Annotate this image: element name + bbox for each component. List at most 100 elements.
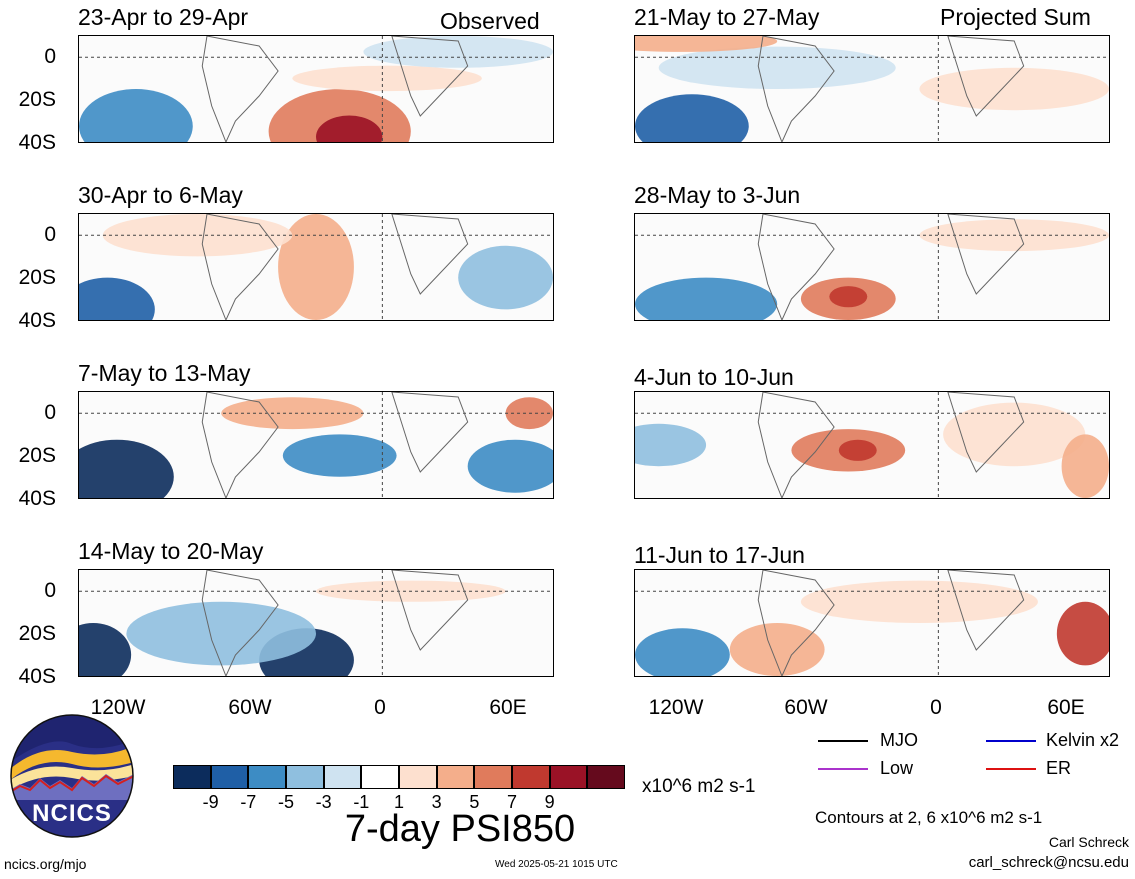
anomaly-shading [919,67,1109,111]
panel-right-4-title: 11-Jun to 17-Jun [634,542,805,568]
south-america-outline [201,214,279,320]
africa-outline [391,570,469,651]
colorbar-segment [436,765,475,789]
africa-outline [391,392,469,473]
x-tick-label: 60E [489,696,527,719]
author-email: carl_schreck@ncsu.edu [968,854,1129,871]
y-tick-label: 40S [18,665,56,688]
y-tick-label: 0 [44,223,56,246]
anomaly-shading [282,434,397,477]
colorbar-tick-label: 9 [544,792,555,812]
panel-left-2-title: 30-Apr to 6-May [78,182,243,208]
map-panel-right-1 [634,35,1110,143]
anomaly-shading [467,439,553,493]
map-panel-left-3 [78,391,554,499]
anomaly-shading [943,402,1086,467]
colorbar-tick-label: 5 [469,792,480,812]
colorbar [173,765,625,789]
y-tick-label: 40S [18,309,56,332]
colorbar-segment [361,765,399,789]
africa-outline [947,36,1025,117]
anomaly-shading [829,286,868,308]
contours-note: Contours at 2, 6 x10^6 m2 s-1 [815,808,1043,827]
panel-left-3-title: 7-May to 13-May [78,360,251,386]
colorbar-tick-label: 1 [393,792,404,812]
legend-kelvin: Kelvin x2 [1046,730,1120,750]
observed-label: Observed [440,8,540,34]
anomaly-shading [838,439,877,461]
south-america-outline [757,214,835,320]
colorbar-tick-label: -1 [353,792,370,812]
panel-right-2-title: 28-May to 3-Jun [634,182,801,208]
colorbar-units: x10^6 m2 s-1 [642,776,756,797]
colorbar-tick-label: -5 [277,792,294,812]
anomaly-shading [658,46,896,89]
x-tick-label: 0 [374,696,386,719]
x-tick-label: 60E [1047,696,1085,719]
anomaly-shading [458,245,553,310]
logo-text: NCICS [32,800,112,827]
panel-right-1-title: 21-May to 27-May [634,4,820,30]
anomaly-shading [79,623,132,676]
x-tick-label: 120W [90,696,146,719]
ncics-logo: NCICS [10,714,134,838]
colorbar-segment [323,765,362,789]
africa-outline [947,570,1025,651]
south-america-outline [201,36,279,142]
x-tick-label: 120W [648,696,704,719]
x-tick-label: 0 [930,696,942,719]
legend-er-line [986,768,1036,770]
anomaly-shading [635,277,778,320]
colorbar-segment [173,765,211,789]
anomaly-shading [1061,434,1109,498]
y-tick-label: 20S [18,444,56,467]
anomaly-shading [635,94,749,142]
colorbar-segment [512,765,550,789]
colorbar-segment [587,765,625,789]
y-tick-label: 0 [44,45,56,68]
y-tick-label: 0 [44,401,56,424]
map-panel-right-2 [634,213,1110,321]
south-america-outline [201,392,279,498]
map-panel-left-1 [78,35,554,143]
anomaly-shading [221,397,364,430]
anomaly-shading [635,628,730,676]
x-tick-label: 60W [228,696,272,719]
anomaly-shading [278,214,354,320]
south-america-outline [757,36,835,142]
map-panel-left-2 [78,213,554,321]
timestamp: Wed 2025-05-21 1015 UTC [495,859,618,870]
map-panel-left-4 [78,569,554,677]
legend-er: ER [1046,758,1072,778]
colorbar-segment [474,765,512,789]
anomaly-shading [79,277,155,320]
anomaly-shading [1056,601,1109,666]
panel-left-1-title: 23-Apr to 29-Apr [78,4,249,30]
y-tick-label: 40S [18,487,56,510]
south-america-outline [757,392,835,498]
africa-outline [947,214,1025,295]
legend-low: Low [880,758,914,778]
africa-outline [391,36,469,117]
anomaly-shading [126,601,316,666]
map-panel-right-3 [634,391,1110,499]
colorbar-segment [549,765,588,789]
anomaly-shading [316,115,383,142]
website-link[interactable]: ncics.org/mjo [4,856,87,872]
colorbar-tick-label: -3 [315,792,332,812]
anomaly-shading [729,623,825,676]
south-america-outline [201,570,279,676]
colorbar-tick-label: 3 [431,792,442,812]
colorbar-segment [210,765,249,789]
panel-left-4-title: 14-May to 20-May [78,538,264,564]
legend-low-line [818,768,868,770]
map-panel-right-4 [634,569,1110,677]
legend-mjo-line [818,740,868,742]
anomaly-shading [102,214,293,257]
anomaly-shading [79,439,174,498]
panel-right-3-title: 4-Jun to 10-Jun [634,364,794,390]
legend-kelvin-line [986,740,1036,742]
author-name: Carl Schreck [1048,834,1129,850]
colorbar-tick-label: -9 [202,792,219,812]
legend-mjo: MJO [880,730,918,750]
